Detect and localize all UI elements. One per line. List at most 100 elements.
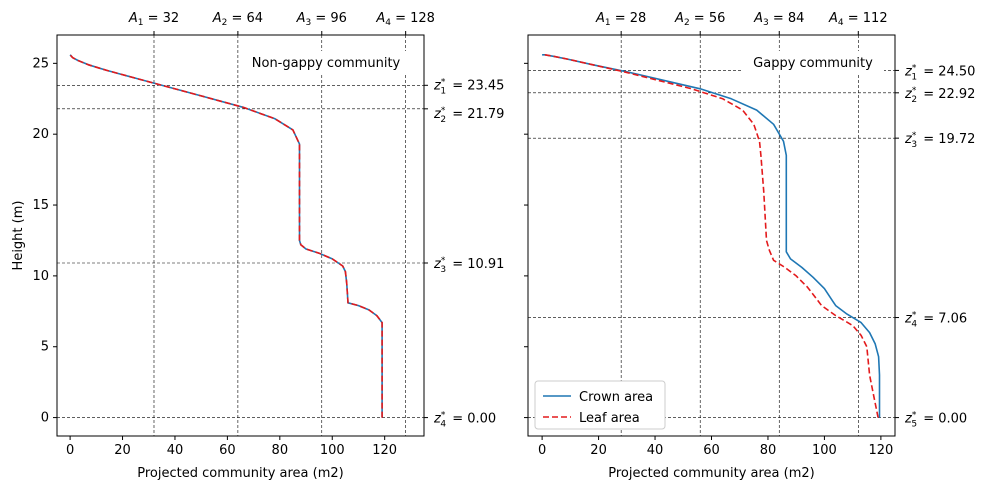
- subscript: 5: [911, 420, 917, 430]
- symbol: z: [904, 64, 913, 79]
- symbol: z: [904, 132, 913, 147]
- x-tick-label: 0: [66, 443, 74, 458]
- x-tick-label: 40: [647, 443, 664, 458]
- y-tick-label: 25: [32, 56, 49, 71]
- value: = 84: [769, 11, 805, 26]
- x-tick-label: 60: [703, 443, 720, 458]
- superscript: *: [912, 63, 917, 73]
- right-tick-label: z* 2 = 21.79: [433, 106, 504, 125]
- series-line-crown-area: [542, 54, 881, 418]
- subscript: 1: [911, 72, 917, 82]
- panel-title-box: [242, 51, 410, 73]
- top-tick-label: A4 = 128: [375, 11, 435, 28]
- value: = 10.91: [448, 257, 504, 272]
- superscript: *: [912, 131, 917, 141]
- value: = 21.79: [448, 107, 504, 122]
- top-tick-label: A2 = 64: [212, 11, 263, 28]
- value: = 128: [391, 11, 435, 26]
- value: = 32: [143, 11, 179, 26]
- subscript: 2: [222, 18, 228, 28]
- value: = 19.72: [919, 132, 975, 147]
- value: = 0.00: [448, 412, 496, 427]
- right-tick-label: z* 5 = 0.00: [904, 411, 967, 430]
- right-tick-label: z* 3 = 10.91: [433, 256, 504, 275]
- x-tick-label: 80: [272, 443, 289, 458]
- value: = 28: [611, 11, 647, 26]
- symbol: z: [433, 78, 442, 93]
- y-tick-label: 20: [32, 127, 49, 142]
- y-tick-label: 0: [41, 411, 49, 426]
- subscript: 3: [763, 18, 769, 28]
- y-tick-label: 5: [41, 340, 49, 355]
- panel-title-box: [742, 51, 884, 73]
- top-tick-label: A4 = 112: [828, 11, 888, 28]
- right-tick-label: z* 1 = 24.50: [904, 63, 975, 82]
- x-tick-label: 100: [320, 443, 345, 458]
- subscript: 1: [440, 86, 446, 96]
- superscript: *: [441, 106, 446, 116]
- right-tick-label: z* 4 = 7.06: [904, 311, 967, 330]
- right-tick-label: z* 3 = 19.72: [904, 131, 975, 150]
- symbol: z: [904, 312, 913, 327]
- top-tick-label: A3 = 96: [296, 11, 347, 28]
- symbol: z: [904, 87, 913, 102]
- legend-label: Leaf area: [579, 411, 640, 426]
- x-tick-label: 80: [760, 443, 777, 458]
- superscript: *: [441, 411, 446, 421]
- panel-title: Non-gappy community: [252, 56, 401, 71]
- symbol: A: [296, 11, 306, 26]
- subscript: 4: [385, 18, 391, 28]
- symbol: A: [212, 11, 222, 26]
- top-tick-label: A1 = 32: [128, 11, 179, 28]
- subscript: 4: [911, 320, 917, 330]
- x-tick-label: 20: [114, 443, 131, 458]
- plot-frame: [56, 34, 425, 437]
- subscript: 3: [911, 140, 917, 150]
- symbol: A: [828, 11, 838, 26]
- x-axis-label: Projected community area (m2): [137, 466, 344, 481]
- superscript: *: [912, 311, 917, 321]
- x-tick-label: 120: [372, 443, 397, 458]
- superscript: *: [441, 256, 446, 266]
- x-tick-label: 0: [538, 443, 546, 458]
- y-tick-label: 10: [32, 269, 49, 284]
- x-tick-label: 20: [590, 443, 607, 458]
- series-line-leaf-area: [69, 54, 383, 418]
- symbol: z: [904, 412, 913, 427]
- x-tick-label: 40: [167, 443, 184, 458]
- legend: Crown area Leaf area: [534, 380, 666, 430]
- series-line-leaf-area: [542, 54, 879, 418]
- top-tick-label: A2 = 56: [674, 11, 725, 28]
- right-tick-label: z* 4 = 0.00: [433, 411, 496, 430]
- top-tick-label: A3 = 84: [753, 11, 804, 28]
- superscript: *: [912, 86, 917, 96]
- subscript: 1: [138, 18, 144, 28]
- superscript: *: [441, 77, 446, 87]
- value: = 0.00: [919, 412, 967, 427]
- subscript: 4: [838, 18, 844, 28]
- value: = 24.50: [919, 64, 975, 79]
- x-tick-label: 120: [868, 443, 893, 458]
- x-axis-label: Projected community area (m2): [608, 466, 815, 481]
- symbol: A: [595, 11, 605, 26]
- subscript: 2: [911, 95, 917, 105]
- subscript: 3: [305, 18, 311, 28]
- value: = 112: [844, 11, 888, 26]
- symbol: A: [128, 11, 138, 26]
- value: = 64: [227, 11, 263, 26]
- superscript: *: [912, 411, 917, 421]
- y-axis-label: Height (m): [11, 201, 26, 271]
- legend-box: [534, 380, 666, 430]
- subscript: 4: [440, 420, 446, 430]
- right-tick-label: z* 2 = 22.92: [904, 86, 975, 105]
- value: = 7.06: [919, 312, 967, 327]
- value: = 56: [690, 11, 726, 26]
- subscript: 2: [684, 18, 690, 28]
- value: = 23.45: [448, 78, 504, 93]
- symbol: z: [433, 412, 442, 427]
- series-line-crown-area: [69, 54, 383, 418]
- legend-label: Crown area: [579, 390, 653, 405]
- value: = 96: [311, 11, 347, 26]
